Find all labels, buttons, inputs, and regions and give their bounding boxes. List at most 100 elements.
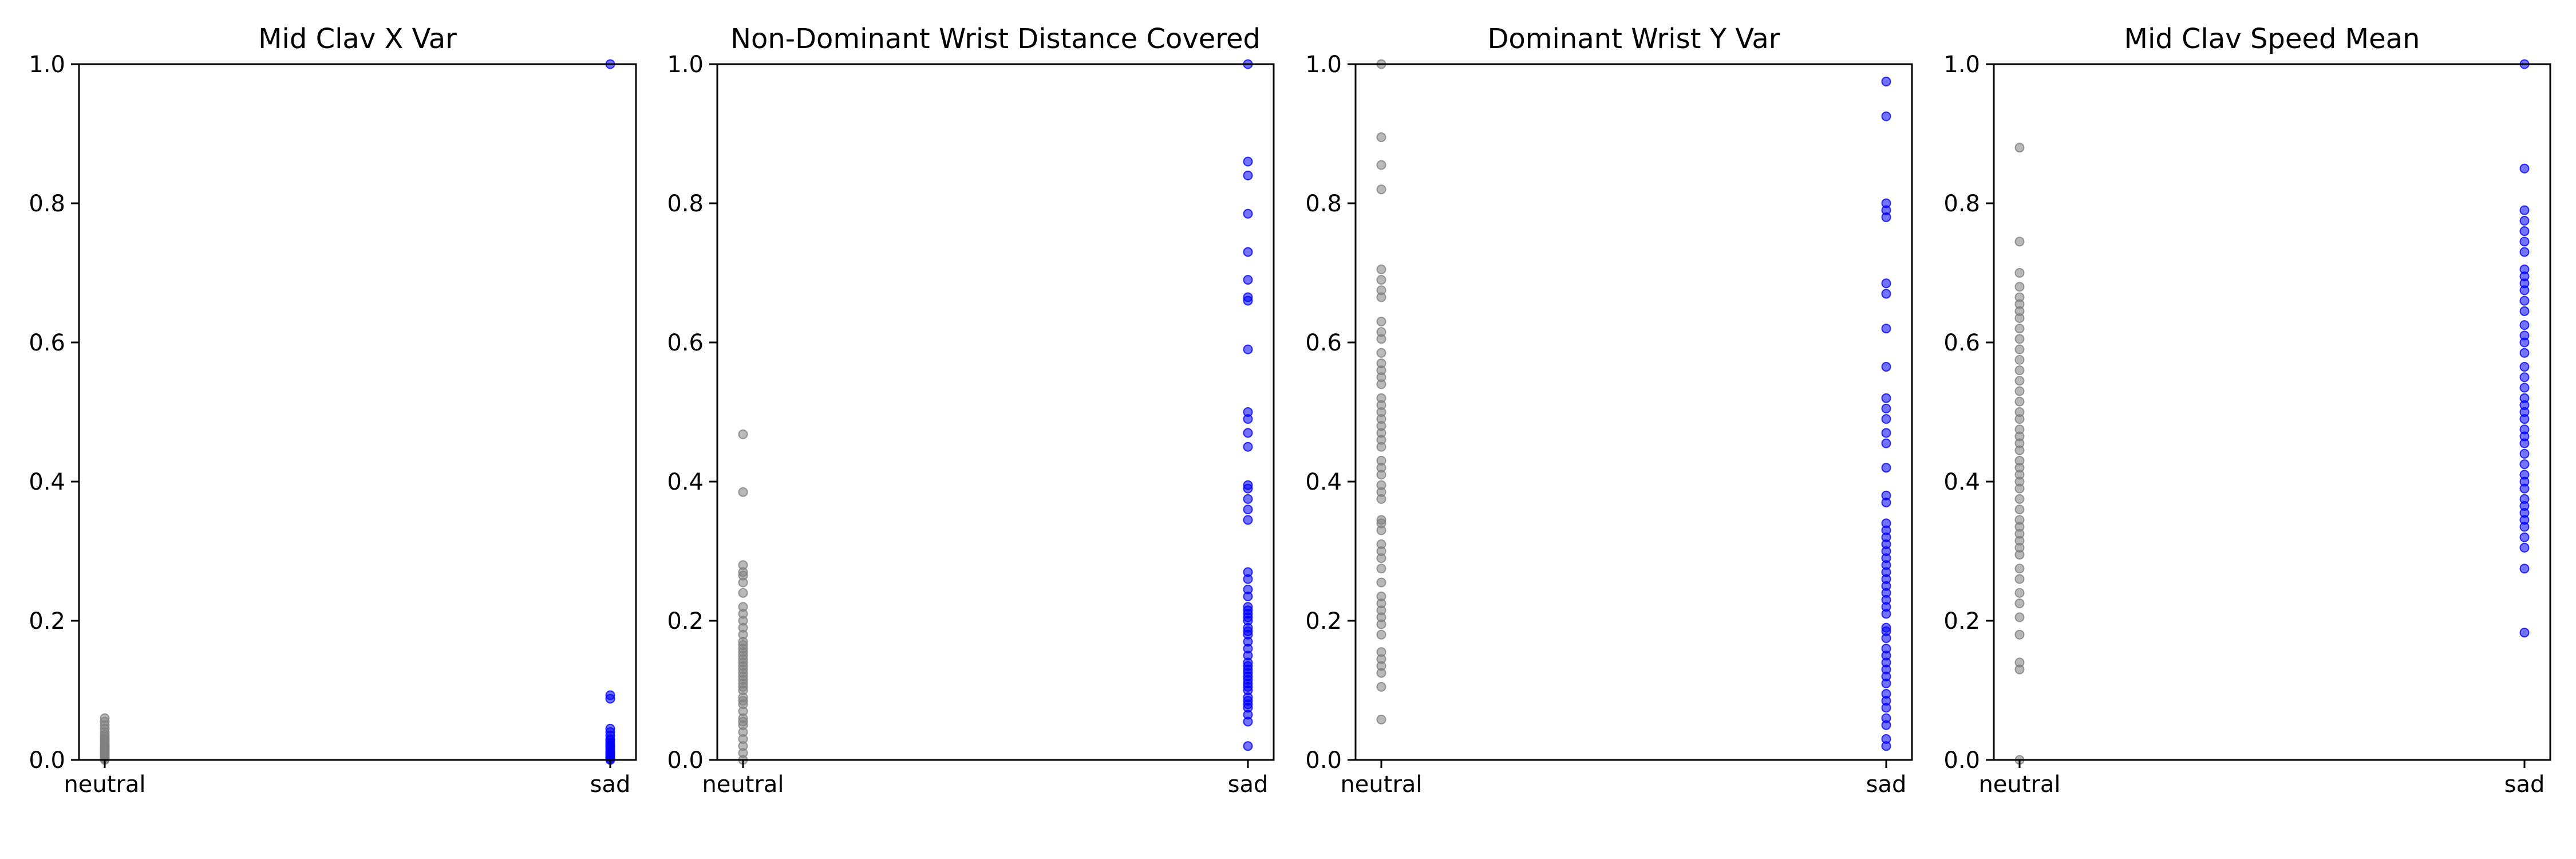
data-point-sad (1881, 463, 1891, 473)
points-group (2014, 59, 2530, 765)
data-point-sad (1243, 247, 1253, 257)
data-point-neutral (1376, 317, 1386, 327)
data-point-neutral (2014, 365, 2025, 376)
data-point-neutral (738, 429, 748, 439)
data-point-neutral (1376, 480, 1386, 490)
data-point-sad (2519, 226, 2530, 237)
y-tick-label: 0.6 (29, 330, 65, 356)
data-point-sad (1881, 428, 1891, 438)
data-point-sad (1881, 734, 1891, 744)
data-point-sad (1881, 111, 1891, 121)
data-point-neutral (1376, 348, 1386, 358)
plot-frame (78, 63, 637, 761)
data-point-neutral (2014, 515, 2025, 525)
plot-frame (716, 63, 1275, 761)
data-point-neutral (738, 602, 748, 612)
data-point-neutral (1376, 160, 1386, 170)
data-point-sad (1243, 741, 1253, 751)
data-point-neutral (2014, 629, 2025, 640)
data-point-sad (2519, 306, 2530, 316)
data-point-sad (1881, 438, 1891, 448)
data-point-sad (2519, 362, 2530, 372)
subplot-2: Non-Dominant Wrist Distance Covered 0.0 0.… (667, 23, 1275, 798)
data-point-neutral (2014, 334, 2025, 344)
data-point-sad (2519, 247, 2530, 257)
data-point-sad (1243, 515, 1253, 525)
data-point-sad (1881, 289, 1891, 299)
y-tick-label: 0.4 (29, 469, 65, 495)
data-point-sad (1243, 344, 1253, 354)
data-point-neutral (1376, 715, 1386, 725)
y-tick-label: 0.8 (667, 191, 704, 217)
y-tick-label: 0.4 (667, 469, 704, 495)
data-point-neutral (1376, 275, 1386, 285)
y-tick-label: 0.4 (1943, 469, 1980, 495)
y-tick-label: 1.0 (667, 52, 704, 78)
data-point-neutral (1376, 393, 1386, 403)
data-point-neutral (2014, 376, 2025, 386)
x-tick-label-neutral: neutral (702, 771, 784, 798)
data-point-sad (2519, 383, 2530, 393)
data-point-sad (1243, 156, 1253, 167)
data-point-neutral (1376, 358, 1386, 368)
y-tick-label: 0.2 (1943, 608, 1980, 635)
data-point-sad (1243, 275, 1253, 285)
data-point-neutral (1376, 681, 1386, 692)
data-point-sad (2519, 205, 2530, 215)
data-point-neutral (2014, 396, 2025, 407)
y-tick-label: 0.8 (1943, 191, 1980, 217)
data-point-sad (1243, 428, 1253, 438)
x-tick-label-neutral: neutral (64, 771, 145, 798)
data-point-sad (2519, 237, 2530, 247)
data-point-neutral (2014, 407, 2025, 417)
data-point-sad (1243, 584, 1253, 594)
data-point-sad (2519, 424, 2530, 435)
data-point-neutral (2014, 324, 2025, 334)
data-point-sad (2519, 264, 2530, 274)
data-point-neutral (738, 588, 748, 598)
data-point-neutral (2014, 386, 2025, 396)
data-point-neutral (1376, 564, 1386, 574)
data-point-neutral (1376, 629, 1386, 640)
data-point-sad (1881, 324, 1891, 334)
points-group (738, 59, 1253, 765)
data-point-sad (1243, 602, 1253, 612)
x-tick-label-neutral: neutral (1340, 771, 1422, 798)
x-tick-label-sad: sad (1228, 771, 1269, 798)
data-point-sad (1243, 480, 1253, 490)
data-point-sad (2519, 215, 2530, 226)
data-point-neutral (2014, 354, 2025, 365)
data-point-neutral (738, 560, 748, 570)
data-point-sad (2519, 320, 2530, 330)
data-point-sad (1881, 362, 1891, 372)
data-point-sad (1881, 713, 1891, 723)
data-point-sad (1243, 567, 1253, 577)
data-point-neutral (2014, 456, 2025, 466)
data-point-neutral (2014, 494, 2025, 504)
data-point-sad (1881, 689, 1891, 699)
data-point-neutral (1376, 132, 1386, 143)
x-tick-label-sad: sad (590, 771, 631, 798)
data-point-sad (1881, 76, 1891, 86)
data-point-neutral (2014, 268, 2025, 278)
data-point-neutral (2014, 598, 2025, 609)
data-point-sad (1243, 442, 1253, 452)
subplot-4: Mid Clav Speed Mean 0.0 0.2 0.4 0.6 0.8 1.0 neu… (1943, 23, 2551, 798)
chart-title: Non-Dominant Wrist Distance Covered (730, 23, 1261, 55)
y-tick-label: 0.0 (1943, 747, 1980, 774)
y-tick-label: 0.8 (29, 191, 65, 217)
data-point-neutral (2014, 612, 2025, 622)
data-point-sad (2519, 330, 2530, 341)
data-point-sad (2519, 163, 2530, 174)
y-tick-label: 0.6 (1943, 330, 1980, 356)
data-point-sad (2519, 564, 2530, 574)
data-point-neutral (2014, 588, 2025, 598)
y-tick-label: 0.2 (29, 608, 65, 635)
y-tick-label: 0.4 (1305, 469, 1342, 495)
data-point-sad (2519, 532, 2530, 542)
data-point-neutral (1376, 539, 1386, 549)
y-tick-label: 0.2 (1305, 608, 1342, 635)
y-tick-label: 0.2 (667, 608, 704, 635)
